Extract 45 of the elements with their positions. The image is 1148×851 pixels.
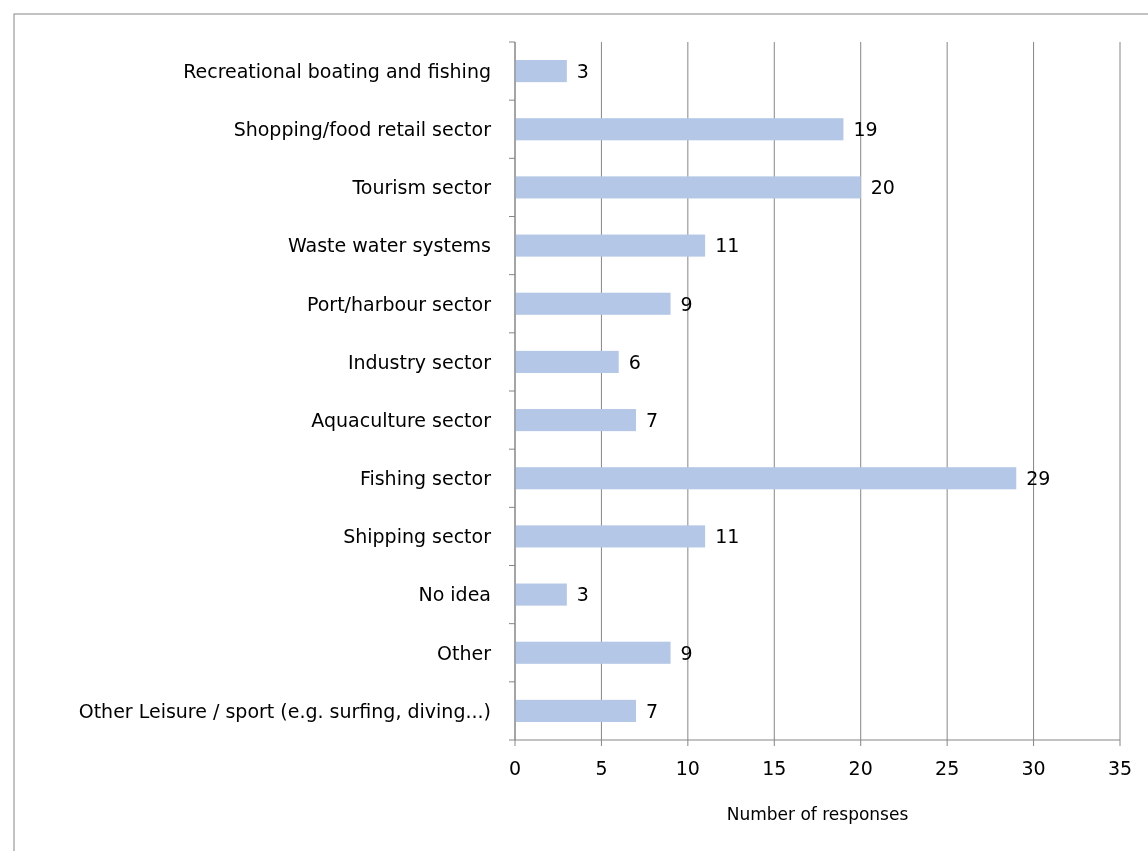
x-tick-label: 20: [848, 757, 873, 779]
bar: [515, 176, 861, 199]
data-label: 3: [576, 583, 589, 606]
bar: [515, 583, 567, 606]
data-label: 29: [1026, 467, 1051, 490]
bar: [515, 118, 844, 141]
x-tick-label: 10: [675, 757, 700, 779]
bar: [515, 699, 636, 722]
y-tick-label: Recreational boating and fishing: [183, 59, 491, 82]
data-label: 9: [680, 641, 693, 664]
x-tick-label: 35: [1107, 757, 1133, 779]
x-axis-title: Number of responses: [726, 804, 909, 824]
x-tick-label: 5: [595, 757, 608, 779]
data-label: 7: [646, 408, 659, 431]
data-label: 19: [853, 118, 878, 141]
y-tick-label: Shipping sector: [343, 525, 492, 548]
data-label: 7: [646, 699, 659, 722]
y-tick-label: Tourism sector: [351, 176, 492, 199]
data-label: 11: [715, 525, 740, 548]
x-tick-label: 0: [508, 757, 522, 779]
bar: [515, 292, 671, 315]
y-tick-label: Other: [437, 641, 492, 664]
y-tick-label: Fishing sector: [359, 467, 492, 490]
data-label: 6: [628, 350, 641, 373]
bar: [515, 467, 1017, 490]
bar: [515, 350, 619, 373]
y-tick-label: No idea: [418, 583, 491, 606]
x-tick-label: 15: [762, 757, 787, 779]
y-tick-label: Shopping/food retail sector: [233, 118, 492, 141]
bar: [515, 409, 636, 432]
data-label: 3: [576, 59, 589, 82]
bar: [515, 60, 567, 83]
y-tick-label: Waste water systems: [287, 234, 491, 257]
y-tick-label: Aquaculture sector: [311, 408, 492, 431]
y-tick-label: Industry sector: [347, 350, 492, 373]
y-tick-label: Other Leisure / sport (e.g. surfing, diving...): [78, 699, 491, 722]
x-tick-label: 30: [1021, 757, 1046, 779]
data-label: 11: [715, 234, 740, 257]
y-tick-label: Port/harbour sector: [306, 292, 492, 315]
x-tick-label: 25: [935, 757, 960, 779]
data-label: 9: [680, 292, 693, 315]
bar: [515, 641, 671, 664]
bar: [515, 525, 706, 548]
data-label: 20: [870, 176, 895, 199]
bar: [515, 234, 706, 257]
